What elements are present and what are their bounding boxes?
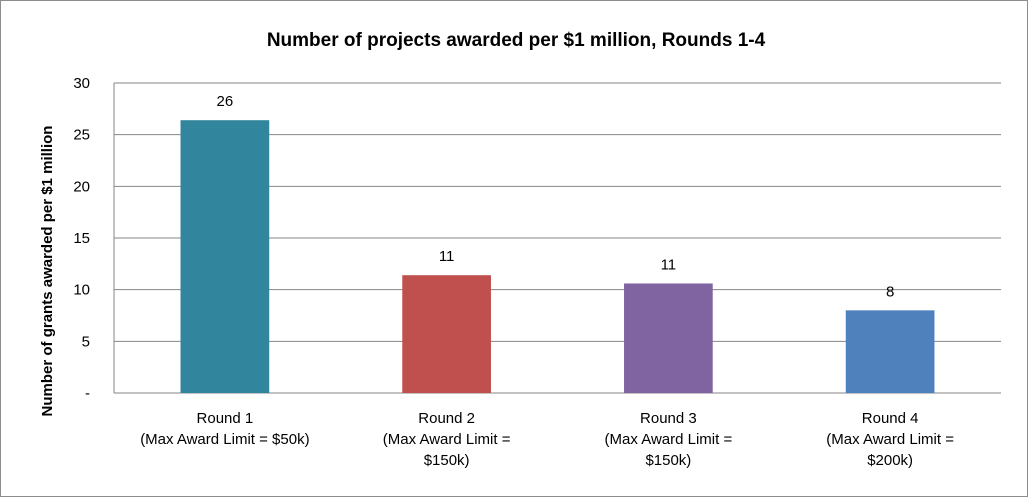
x-tick-label: Round 2 [418, 410, 475, 427]
data-label: 11 [661, 256, 677, 273]
data-label: 11 [439, 248, 455, 265]
data-labels: 26 11 11 8 [217, 93, 895, 300]
y-tick-label: 15 [73, 230, 90, 247]
chart-title: Number of projects awarded per $1 millio… [267, 30, 766, 51]
category-labels: Round 1 (Max Award Limit = $50k) Round 2 (M… [140, 410, 954, 469]
bar [180, 120, 270, 393]
bar [402, 275, 491, 393]
x-tick-label: Round 4 [862, 410, 919, 427]
x-tick-label: $150k) [424, 452, 470, 469]
y-tick-label: 5 [82, 333, 90, 350]
x-tick-label: (Max Award Limit = [826, 431, 954, 448]
y-tick-label: 25 [73, 127, 90, 144]
bars [180, 120, 935, 393]
y-axis-label: Number of grants awarded per $1 million [39, 126, 56, 417]
data-label: 26 [217, 93, 234, 110]
x-tick-label: (Max Award Limit = $50k) [140, 431, 309, 448]
y-tick-label: - [85, 385, 90, 402]
y-axis-ticks: - 5 10 15 20 25 30 [73, 75, 90, 402]
bar [624, 283, 713, 393]
x-tick-label: Round 3 [640, 410, 697, 427]
y-tick-label: 30 [73, 75, 90, 92]
bar [845, 310, 935, 393]
x-tick-label: (Max Award Limit = [383, 431, 511, 448]
y-tick-label: 10 [73, 282, 90, 299]
y-tick-label: 20 [73, 178, 90, 195]
x-tick-label: $200k) [867, 452, 913, 469]
x-tick-label: Round 1 [197, 410, 254, 427]
x-tick-label: (Max Award Limit = [605, 431, 733, 448]
data-label: 8 [886, 283, 894, 300]
x-tick-label: $150k) [645, 452, 691, 469]
